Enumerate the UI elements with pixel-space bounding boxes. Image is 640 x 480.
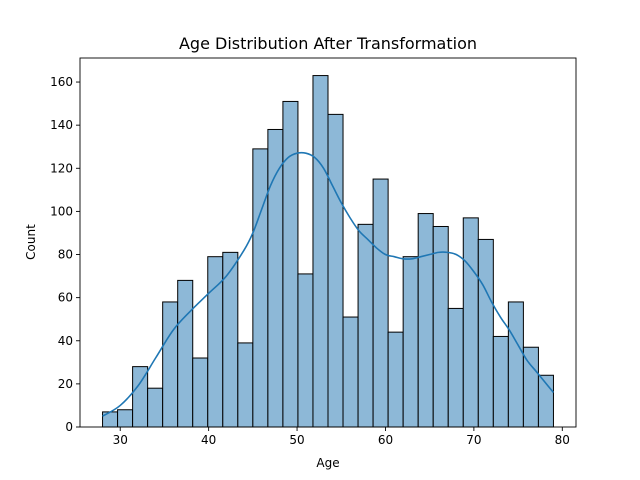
x-axis-ticks: 30 40 50 60 70 80 (113, 427, 570, 447)
plot-frame (79, 57, 577, 428)
x-tick-label: 60 (378, 433, 393, 447)
y-tick-label: 160 (50, 75, 73, 89)
histogram-bar (192, 357, 209, 428)
y-tick-label: 0 (65, 420, 73, 434)
histogram-bar (177, 279, 194, 428)
histogram-bar (297, 273, 314, 428)
histogram-bar (477, 238, 494, 428)
histogram-bar (492, 335, 509, 428)
y-tick-label: 80 (58, 248, 73, 262)
histogram-bars (102, 75, 554, 428)
histogram-bar (402, 256, 419, 428)
histogram-bar (237, 342, 254, 428)
histogram-bar (432, 225, 449, 428)
histogram-bar (342, 316, 359, 428)
histogram-bar (387, 331, 404, 428)
y-tick-label: 120 (50, 161, 73, 175)
histogram-bar (327, 113, 344, 428)
histogram-bar (117, 409, 134, 428)
chart-title: Age Distribution After Transformation (179, 34, 477, 53)
y-tick-label: 40 (58, 334, 73, 348)
histogram-bar (147, 387, 164, 428)
x-axis-label: Age (316, 456, 339, 470)
y-axis-ticks: 0 20 40 60 80 100 120 140 160 (50, 75, 80, 434)
histogram-bar (252, 148, 269, 428)
histogram-bar (417, 213, 434, 428)
x-tick-label: 70 (466, 433, 481, 447)
histogram-bar (372, 178, 389, 428)
y-axis-label: Count (24, 224, 38, 260)
x-tick-label: 50 (289, 433, 304, 447)
histogram-bar (312, 75, 329, 428)
x-tick-label: 30 (113, 433, 128, 447)
histogram-bar (507, 301, 524, 428)
kde-curve (102, 151, 555, 417)
histogram-bar (462, 217, 479, 428)
y-tick-label: 60 (58, 291, 73, 305)
y-tick-label: 20 (58, 377, 73, 391)
x-tick-label: 80 (555, 433, 570, 447)
histogram-bar (357, 223, 374, 428)
y-tick-label: 140 (50, 118, 73, 132)
histogram-bar (162, 301, 179, 428)
histogram-bar (282, 100, 299, 428)
y-tick-label: 100 (50, 204, 73, 218)
histogram-bar (447, 307, 464, 428)
x-tick-label: 40 (201, 433, 216, 447)
